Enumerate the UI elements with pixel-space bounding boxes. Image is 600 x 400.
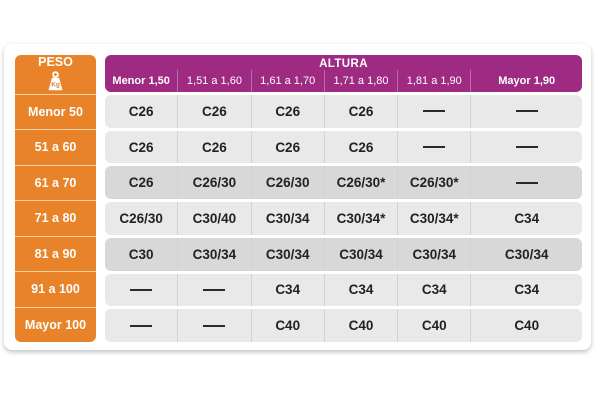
svg-text:Kg: Kg bbox=[51, 81, 60, 88]
